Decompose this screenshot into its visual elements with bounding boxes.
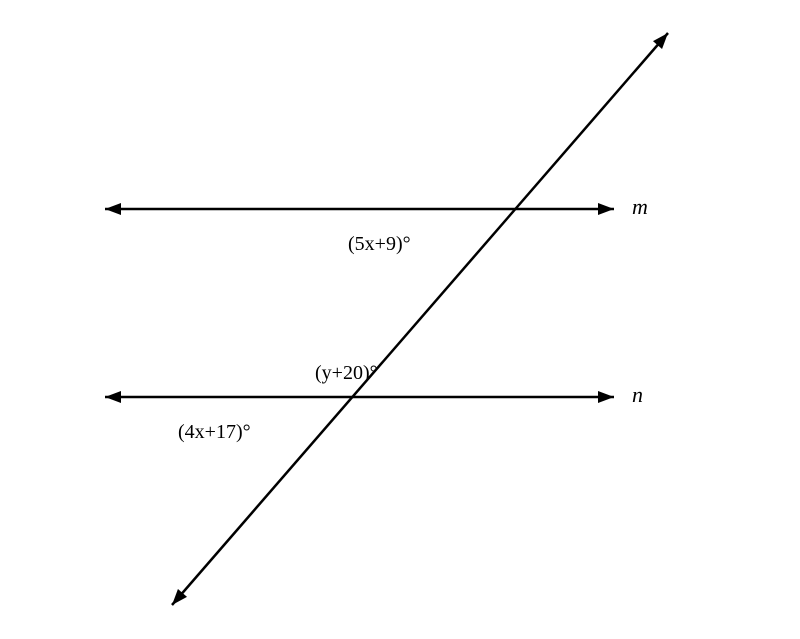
angle-label-4x17: (4x+17)°: [178, 421, 251, 443]
angle-label-5x9: (5x+9)°: [348, 233, 411, 255]
transversal-line: [172, 33, 668, 605]
angle-label-y20: (y+20)°: [315, 362, 378, 384]
line-m-label: m: [632, 194, 648, 219]
line-n-label: n: [632, 382, 643, 407]
